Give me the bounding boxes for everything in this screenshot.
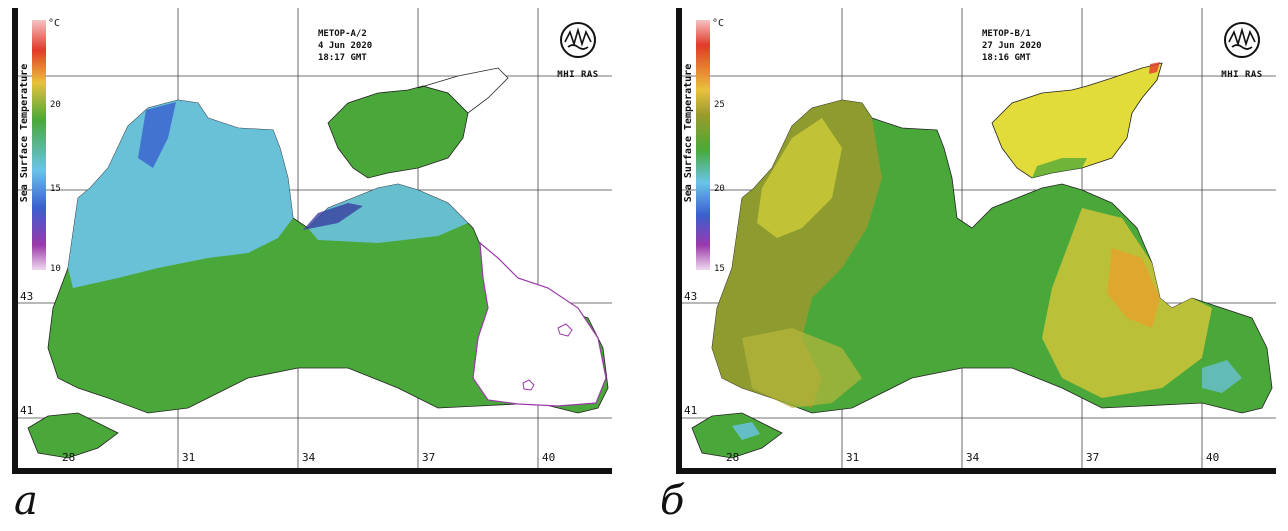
azov-hot-tip-b: [1149, 62, 1160, 74]
warm-water-west-b: [712, 100, 882, 408]
lon-tick-a-4: 40: [542, 451, 556, 464]
acquisition-time-b: 18:16 GMT: [982, 53, 1031, 63]
cool-water-west-a: [68, 100, 293, 288]
lon-tick-a-0: 28: [62, 451, 76, 464]
panel-caption-a: а: [14, 478, 38, 524]
legend-title-a: Sea Surface Temperature: [19, 63, 30, 203]
hot-spot-east-b: [1107, 248, 1160, 328]
legend-tick-a-1: 15: [50, 184, 61, 194]
lat-tick-b-0: 43: [684, 290, 698, 303]
lon-tick-a-3: 37: [422, 451, 436, 464]
satellite-name-b: METOP-B/1: [982, 29, 1031, 39]
acquisition-date-b: 27 Jun 2020: [982, 41, 1042, 51]
mhi-ras-emblem-icon: [560, 22, 596, 58]
logo-text-b: MHI RAS: [1221, 70, 1263, 80]
satellite-info-b: METOP-B/1 27 Jun 2020 18:16 GMT: [982, 28, 1042, 64]
mhi-ras-logo-b: MHI RAS: [1218, 20, 1266, 80]
sea-map-a: [18, 8, 612, 468]
lon-tick-b-4: 40: [1206, 451, 1220, 464]
logo-text-a: MHI RAS: [557, 70, 599, 80]
panel-caption-b: б: [660, 478, 685, 524]
legend-unit-b: °C: [712, 18, 725, 29]
legend-unit-a: °C: [48, 18, 61, 29]
lon-tick-b-3: 37: [1086, 451, 1100, 464]
legend-tick-b-0: 25: [714, 100, 725, 110]
lon-tick-a-2: 34: [302, 451, 316, 464]
lat-tick-b-1: 41: [684, 404, 698, 417]
acquisition-time-a: 18:17 GMT: [318, 53, 367, 63]
legend-title-b: Sea Surface Temperature: [683, 63, 694, 203]
cold-strip-a: [303, 203, 363, 230]
sea-of-azov-a: [327, 85, 469, 179]
temperature-colorbar-a: [32, 20, 46, 270]
legend-tick-a-2: 10: [50, 264, 61, 274]
lat-tick-a-0: 43: [20, 290, 34, 303]
cloud-speck-1-a: [557, 323, 573, 337]
lon-tick-b-2: 34: [966, 451, 980, 464]
cool-water-north-a: [308, 184, 468, 243]
sea-of-marmara-a: [27, 412, 119, 459]
marmara-cool-b: [732, 422, 760, 440]
warm-filament-south-b: [742, 328, 862, 408]
cloud-speck-2-a: [522, 379, 535, 391]
temperature-colorbar-b: [696, 20, 710, 270]
sea-of-marmara-b: [691, 412, 783, 459]
lat-tick-a-1: 41: [20, 404, 34, 417]
acquisition-date-a: 4 Jun 2020: [318, 41, 373, 51]
legend-tick-b-2: 15: [714, 264, 725, 274]
cloud-mask-east-a: [472, 241, 607, 407]
legend-tick-a-0: 20: [50, 100, 61, 110]
cold-coast-a: [138, 102, 176, 168]
sea-map-b: [682, 8, 1276, 468]
lon-tick-b-1: 31: [846, 451, 860, 464]
sst-map-panel-a: Sea Surface Temperature °C 20 15 10 METO…: [12, 8, 612, 474]
satellite-info-a: METOP-A/2 4 Jun 2020 18:17 GMT: [318, 28, 372, 64]
cool-edge-east-b: [1202, 360, 1242, 393]
lon-tick-b-0: 28: [726, 451, 740, 464]
azov-cloud-mask-a: [417, 67, 509, 114]
mhi-ras-logo-a: MHI RAS: [554, 20, 602, 80]
warm-filament-west-b: [757, 118, 842, 238]
sst-map-panel-b: Sea Surface Temperature °C 25 20 15 METO…: [676, 8, 1276, 474]
satellite-name-a: METOP-A/2: [318, 29, 367, 39]
azov-green-edge-b: [1032, 158, 1087, 178]
lon-tick-a-1: 31: [182, 451, 196, 464]
legend-tick-b-1: 20: [714, 184, 725, 194]
mhi-ras-emblem-icon: [1224, 22, 1260, 58]
